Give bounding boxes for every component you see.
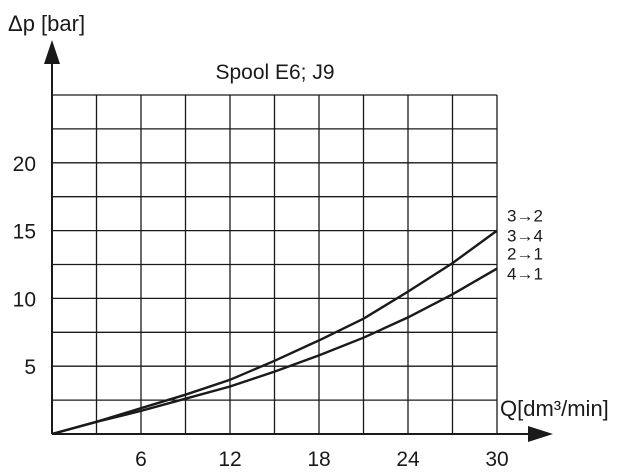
chart-title: Spool E6; J9 — [215, 61, 334, 84]
series-label-2: 2→1 — [507, 245, 543, 264]
series-labels: 3→23→42→14→1 — [507, 207, 543, 284]
y-axis-arrow — [44, 40, 60, 64]
series-label-2: 4→1 — [507, 265, 543, 284]
x-axis-label: Q[dm³/min] — [500, 396, 609, 421]
series-curve-2 — [51, 267, 498, 436]
x-tick-label: 30 — [485, 448, 508, 471]
x-axis-arrow — [528, 426, 553, 442]
y-tick-label: 5 — [24, 356, 36, 379]
y-tick-label: 15 — [13, 221, 36, 244]
series-label-1: 3→2 — [507, 207, 543, 226]
tick-labels: 6 12 18 24 30 5 10 15 20 — [13, 153, 509, 471]
x-tick-label: 6 — [135, 448, 147, 471]
grid — [52, 94, 498, 434]
series-curve-1 — [51, 229, 498, 436]
x-tick-label: 18 — [307, 448, 330, 471]
y-axis-label: Δp [bar] — [8, 11, 85, 36]
x-tick-label: 12 — [218, 448, 241, 471]
axes — [44, 40, 553, 442]
series-curves — [51, 229, 498, 436]
x-tick-label: 24 — [396, 448, 420, 471]
series-label-1: 3→4 — [507, 227, 543, 246]
y-tick-label: 20 — [13, 153, 36, 176]
y-tick-label: 10 — [13, 288, 36, 311]
